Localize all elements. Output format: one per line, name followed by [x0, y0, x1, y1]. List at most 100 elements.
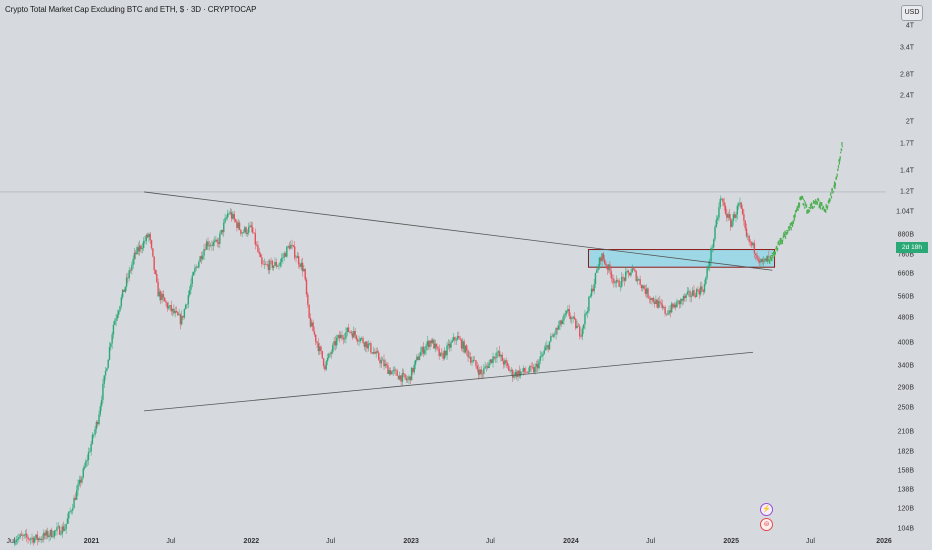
- candle-body: [57, 526, 59, 528]
- candle-body: [357, 339, 359, 342]
- candle-body: [542, 353, 544, 356]
- candle-body: [674, 304, 677, 308]
- candle-body: [22, 535, 24, 537]
- candle-body: [272, 265, 275, 268]
- projection-candle: [773, 251, 775, 253]
- projection-candle: [831, 188, 833, 192]
- candle-body: [312, 322, 314, 332]
- candle-body: [400, 375, 402, 382]
- candle-body: [670, 303, 673, 313]
- projection-candle: [812, 207, 814, 209]
- projection-candle: [797, 208, 799, 211]
- candle-body: [345, 332, 347, 339]
- candle-body: [286, 246, 288, 257]
- candle-body: [223, 222, 225, 233]
- projection-candle: [830, 191, 832, 194]
- projection-candle: [779, 237, 781, 241]
- candle-body: [472, 360, 475, 362]
- candle-body: [585, 312, 587, 314]
- candle-body: [87, 452, 90, 461]
- candle-body: [328, 353, 330, 358]
- projection-candle: [832, 191, 834, 194]
- candle-body: [514, 371, 517, 377]
- projection-candle: [826, 206, 829, 209]
- currency-button[interactable]: USD: [901, 5, 923, 21]
- candle-body: [213, 240, 216, 243]
- candle-body: [504, 360, 506, 365]
- candle-body: [600, 257, 602, 262]
- candle-body: [150, 240, 153, 249]
- projection-candle: [801, 195, 804, 200]
- candle-body: [136, 247, 138, 255]
- candle-body: [110, 343, 112, 347]
- candle-body: [462, 341, 464, 349]
- projection-candle: [771, 252, 773, 255]
- candle-body: [40, 538, 42, 540]
- event-flag-icon[interactable]: ⊜: [760, 518, 773, 531]
- candle-body: [294, 246, 296, 258]
- candle-body: [332, 345, 334, 353]
- candle-body: [374, 352, 376, 354]
- candle-body: [744, 220, 746, 229]
- projection-candle: [780, 242, 783, 245]
- candle-body: [716, 217, 719, 220]
- candle-body: [581, 328, 584, 337]
- candle-body: [219, 233, 221, 244]
- candle-body: [301, 262, 304, 272]
- y-tick-label: 2.4T: [899, 92, 914, 100]
- candle-body: [409, 376, 411, 381]
- candle-body: [16, 538, 19, 541]
- projection-candle: [833, 181, 836, 186]
- candle-body: [755, 253, 757, 256]
- resistance-zone[interactable]: [587, 249, 776, 268]
- projection-candle: [824, 210, 826, 212]
- price-countdown-badge: 2d 18h: [896, 242, 928, 253]
- projection-candle: [798, 202, 800, 206]
- candle-body: [23, 534, 25, 536]
- candle-body: [270, 260, 272, 262]
- candle-body: [588, 296, 590, 312]
- candle-body: [630, 272, 632, 276]
- candle-body: [183, 309, 186, 318]
- candle-body: [753, 243, 756, 254]
- projection-candle: [840, 151, 842, 154]
- x-tick-label: Jul: [6, 538, 16, 545]
- candle-body: [615, 280, 618, 283]
- projection-candle: [786, 229, 788, 231]
- candle-body: [610, 271, 612, 279]
- event-flash-icon[interactable]: ⚡: [760, 503, 773, 516]
- projection-candle: [837, 168, 839, 171]
- candle-body: [592, 288, 594, 292]
- candle-body: [420, 351, 422, 357]
- y-tick-label: 104B: [897, 525, 914, 533]
- candle-body: [447, 343, 450, 346]
- candle-body: [631, 268, 633, 273]
- candle-body: [527, 371, 530, 373]
- x-tick-label: Jul: [646, 538, 656, 545]
- candle-body: [731, 220, 733, 227]
- candle-body: [484, 366, 486, 369]
- candle-body: [99, 406, 102, 415]
- candle-body: [230, 212, 233, 219]
- candle-body: [316, 341, 318, 344]
- candle-body: [100, 399, 103, 407]
- projection-candle: [794, 213, 796, 218]
- candle-body: [702, 290, 704, 292]
- candle-body: [404, 374, 406, 378]
- candle-body: [471, 361, 473, 363]
- candle-body: [315, 334, 317, 342]
- candle-body: [572, 316, 574, 319]
- candle-body: [216, 239, 218, 243]
- projection-candle: [771, 257, 773, 262]
- projection-candle: [788, 228, 791, 231]
- y-tick-label: 120B: [897, 505, 914, 513]
- trendlines[interactable]: [0, 191, 886, 412]
- candle-body: [292, 245, 295, 247]
- candle-body: [265, 263, 267, 265]
- candle-body: [667, 314, 669, 315]
- x-tick-label: Jul: [805, 538, 815, 545]
- candle-body: [198, 262, 200, 268]
- candle-body: [551, 336, 553, 337]
- candle-body: [303, 269, 305, 272]
